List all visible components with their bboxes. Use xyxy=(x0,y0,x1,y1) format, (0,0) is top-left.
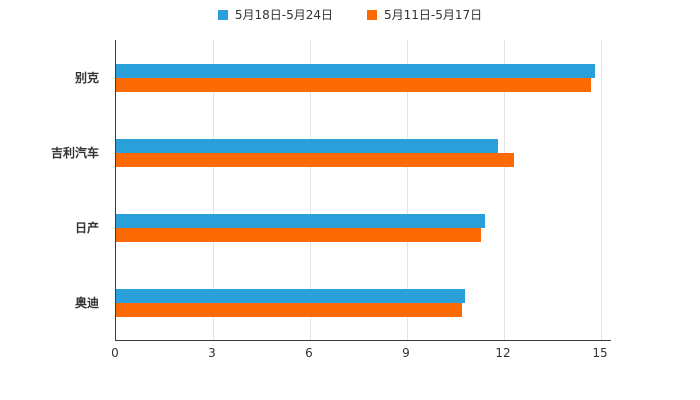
x-tick-label: 6 xyxy=(305,346,313,360)
legend-label: 5月18日-5月24日 xyxy=(234,8,333,22)
legend-item[interactable]: 5月11日-5月17日 xyxy=(367,6,482,23)
legend-item[interactable]: 5月18日-5月24日 xyxy=(217,6,333,23)
gridline xyxy=(213,40,214,340)
category-label: 日产 xyxy=(74,220,99,235)
gridline xyxy=(310,40,311,340)
category-label: 奥迪 xyxy=(74,295,99,310)
bar xyxy=(116,213,485,228)
bar xyxy=(116,63,595,78)
gridline xyxy=(504,40,505,340)
y-axis-labels: 别克吉利汽车日产奥迪 xyxy=(0,40,107,340)
category-label: 吉利汽车 xyxy=(50,145,99,160)
legend-swatch-icon xyxy=(367,9,377,20)
x-tick-label: 9 xyxy=(402,346,410,360)
x-axis-labels: 0 3 6 9 12 15 xyxy=(111,346,610,362)
gridline xyxy=(601,40,602,340)
bar xyxy=(116,152,514,167)
plot-area xyxy=(115,40,611,341)
x-tick-label: 15 xyxy=(592,346,608,360)
category-label: 别克 xyxy=(74,70,99,85)
bar xyxy=(116,227,482,242)
chart-legend: 5月18日-5月24日 5月11日-5月17日 xyxy=(0,6,700,23)
bar xyxy=(116,77,592,92)
bar xyxy=(116,302,462,317)
legend-swatch-icon xyxy=(217,9,228,20)
bar xyxy=(116,138,498,153)
gridline xyxy=(407,40,408,340)
legend-label: 5月11日-5月17日 xyxy=(384,8,483,22)
bar xyxy=(116,288,466,303)
x-tick-label: 3 xyxy=(208,346,216,360)
x-tick-label: 12 xyxy=(495,346,511,360)
x-tick-label: 0 xyxy=(111,346,119,360)
